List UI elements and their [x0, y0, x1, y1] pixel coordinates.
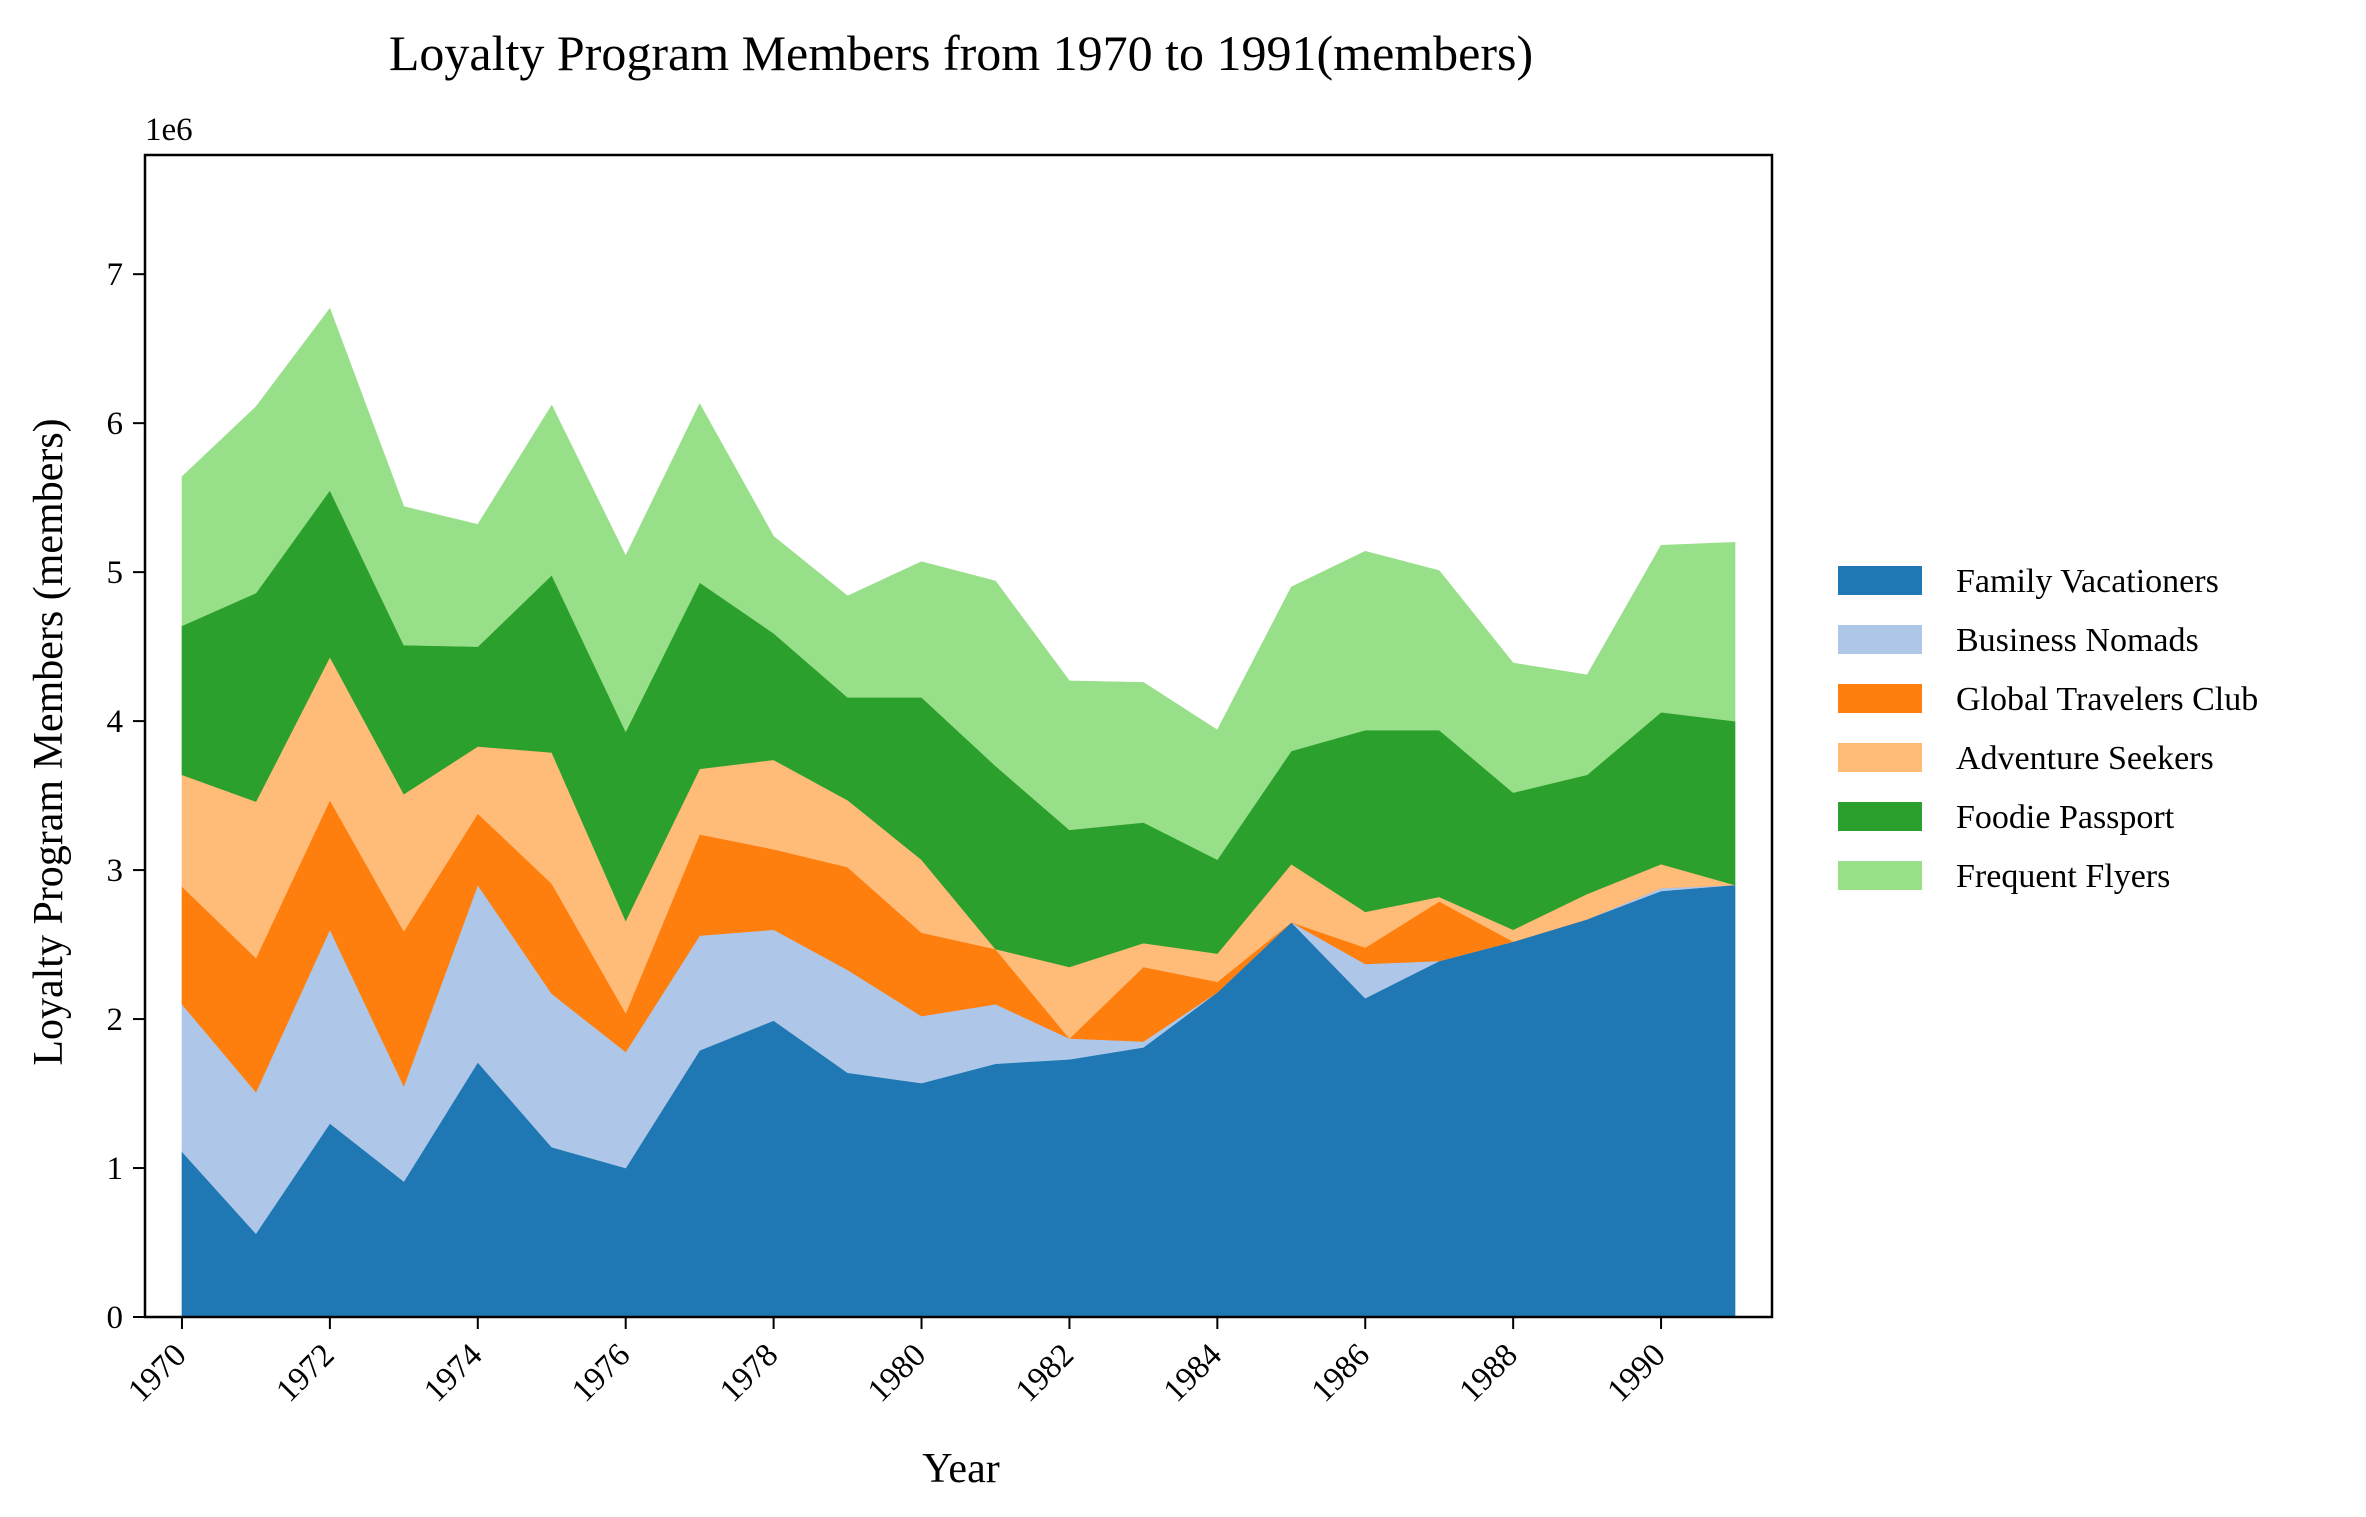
x-tick-label: 1986 — [1305, 1337, 1377, 1409]
x-axis-label: Year — [922, 1446, 999, 1492]
legend-label: Global Travelers Club — [1956, 681, 2258, 718]
area-series-5 — [181, 307, 1736, 861]
x-tick-label: 1980 — [861, 1337, 933, 1409]
legend-swatch — [1838, 566, 1922, 595]
y-axis-label: Loyalty Program Members (members) — [26, 418, 72, 1065]
y-tick-label: 3 — [107, 853, 124, 889]
legend: Family Vacationers Business Nomads Global … — [1838, 563, 2258, 895]
x-tick-label: 1972 — [269, 1337, 341, 1409]
legend-swatch — [1838, 802, 1922, 831]
x-tick-label: 1982 — [1009, 1337, 1081, 1409]
x-tick-label: 1970 — [122, 1337, 194, 1409]
legend-swatch — [1838, 743, 1922, 772]
legend-label: Adventure Seekers — [1956, 740, 2214, 777]
legend-swatch — [1838, 861, 1922, 890]
y-tick-label: 2 — [107, 1002, 124, 1038]
legend-label: Business Nomads — [1956, 622, 2199, 659]
chart-title: Loyalty Program Members from 1970 to 199… — [389, 25, 1533, 81]
legend-label: Family Vacationers — [1956, 563, 2219, 600]
y-tick-label: 4 — [107, 704, 124, 740]
legend-label: Frequent Flyers — [1956, 858, 2170, 895]
x-axis: 1970 1972 1974 1976 1978 1980 1982 1984 1986 1988… — [122, 1317, 1673, 1409]
y-tick-label: 1 — [107, 1151, 124, 1187]
x-tick-label: 1984 — [1157, 1337, 1229, 1409]
legend-label: Foodie Passport — [1956, 799, 2175, 836]
y-tick-label: 5 — [107, 555, 124, 591]
x-tick-label: 1974 — [417, 1337, 489, 1409]
legend-swatch — [1838, 625, 1922, 654]
y-axis: 0 1 2 3 4 5 6 7 — [107, 257, 145, 1336]
y-tick-label: 0 — [107, 1300, 124, 1336]
legend-swatch — [1838, 684, 1922, 713]
plot-frame — [143, 153, 1774, 1319]
x-tick-label: 1988 — [1453, 1337, 1525, 1409]
x-tick-label: 1990 — [1601, 1337, 1673, 1409]
plot-areas — [181, 307, 1736, 1318]
y-tick-label: 6 — [107, 406, 124, 442]
y-tick-label: 7 — [107, 257, 124, 293]
y-offset-label: 1e6 — [145, 112, 193, 148]
x-tick-label: 1978 — [713, 1337, 785, 1409]
x-tick-label: 1976 — [565, 1337, 637, 1409]
